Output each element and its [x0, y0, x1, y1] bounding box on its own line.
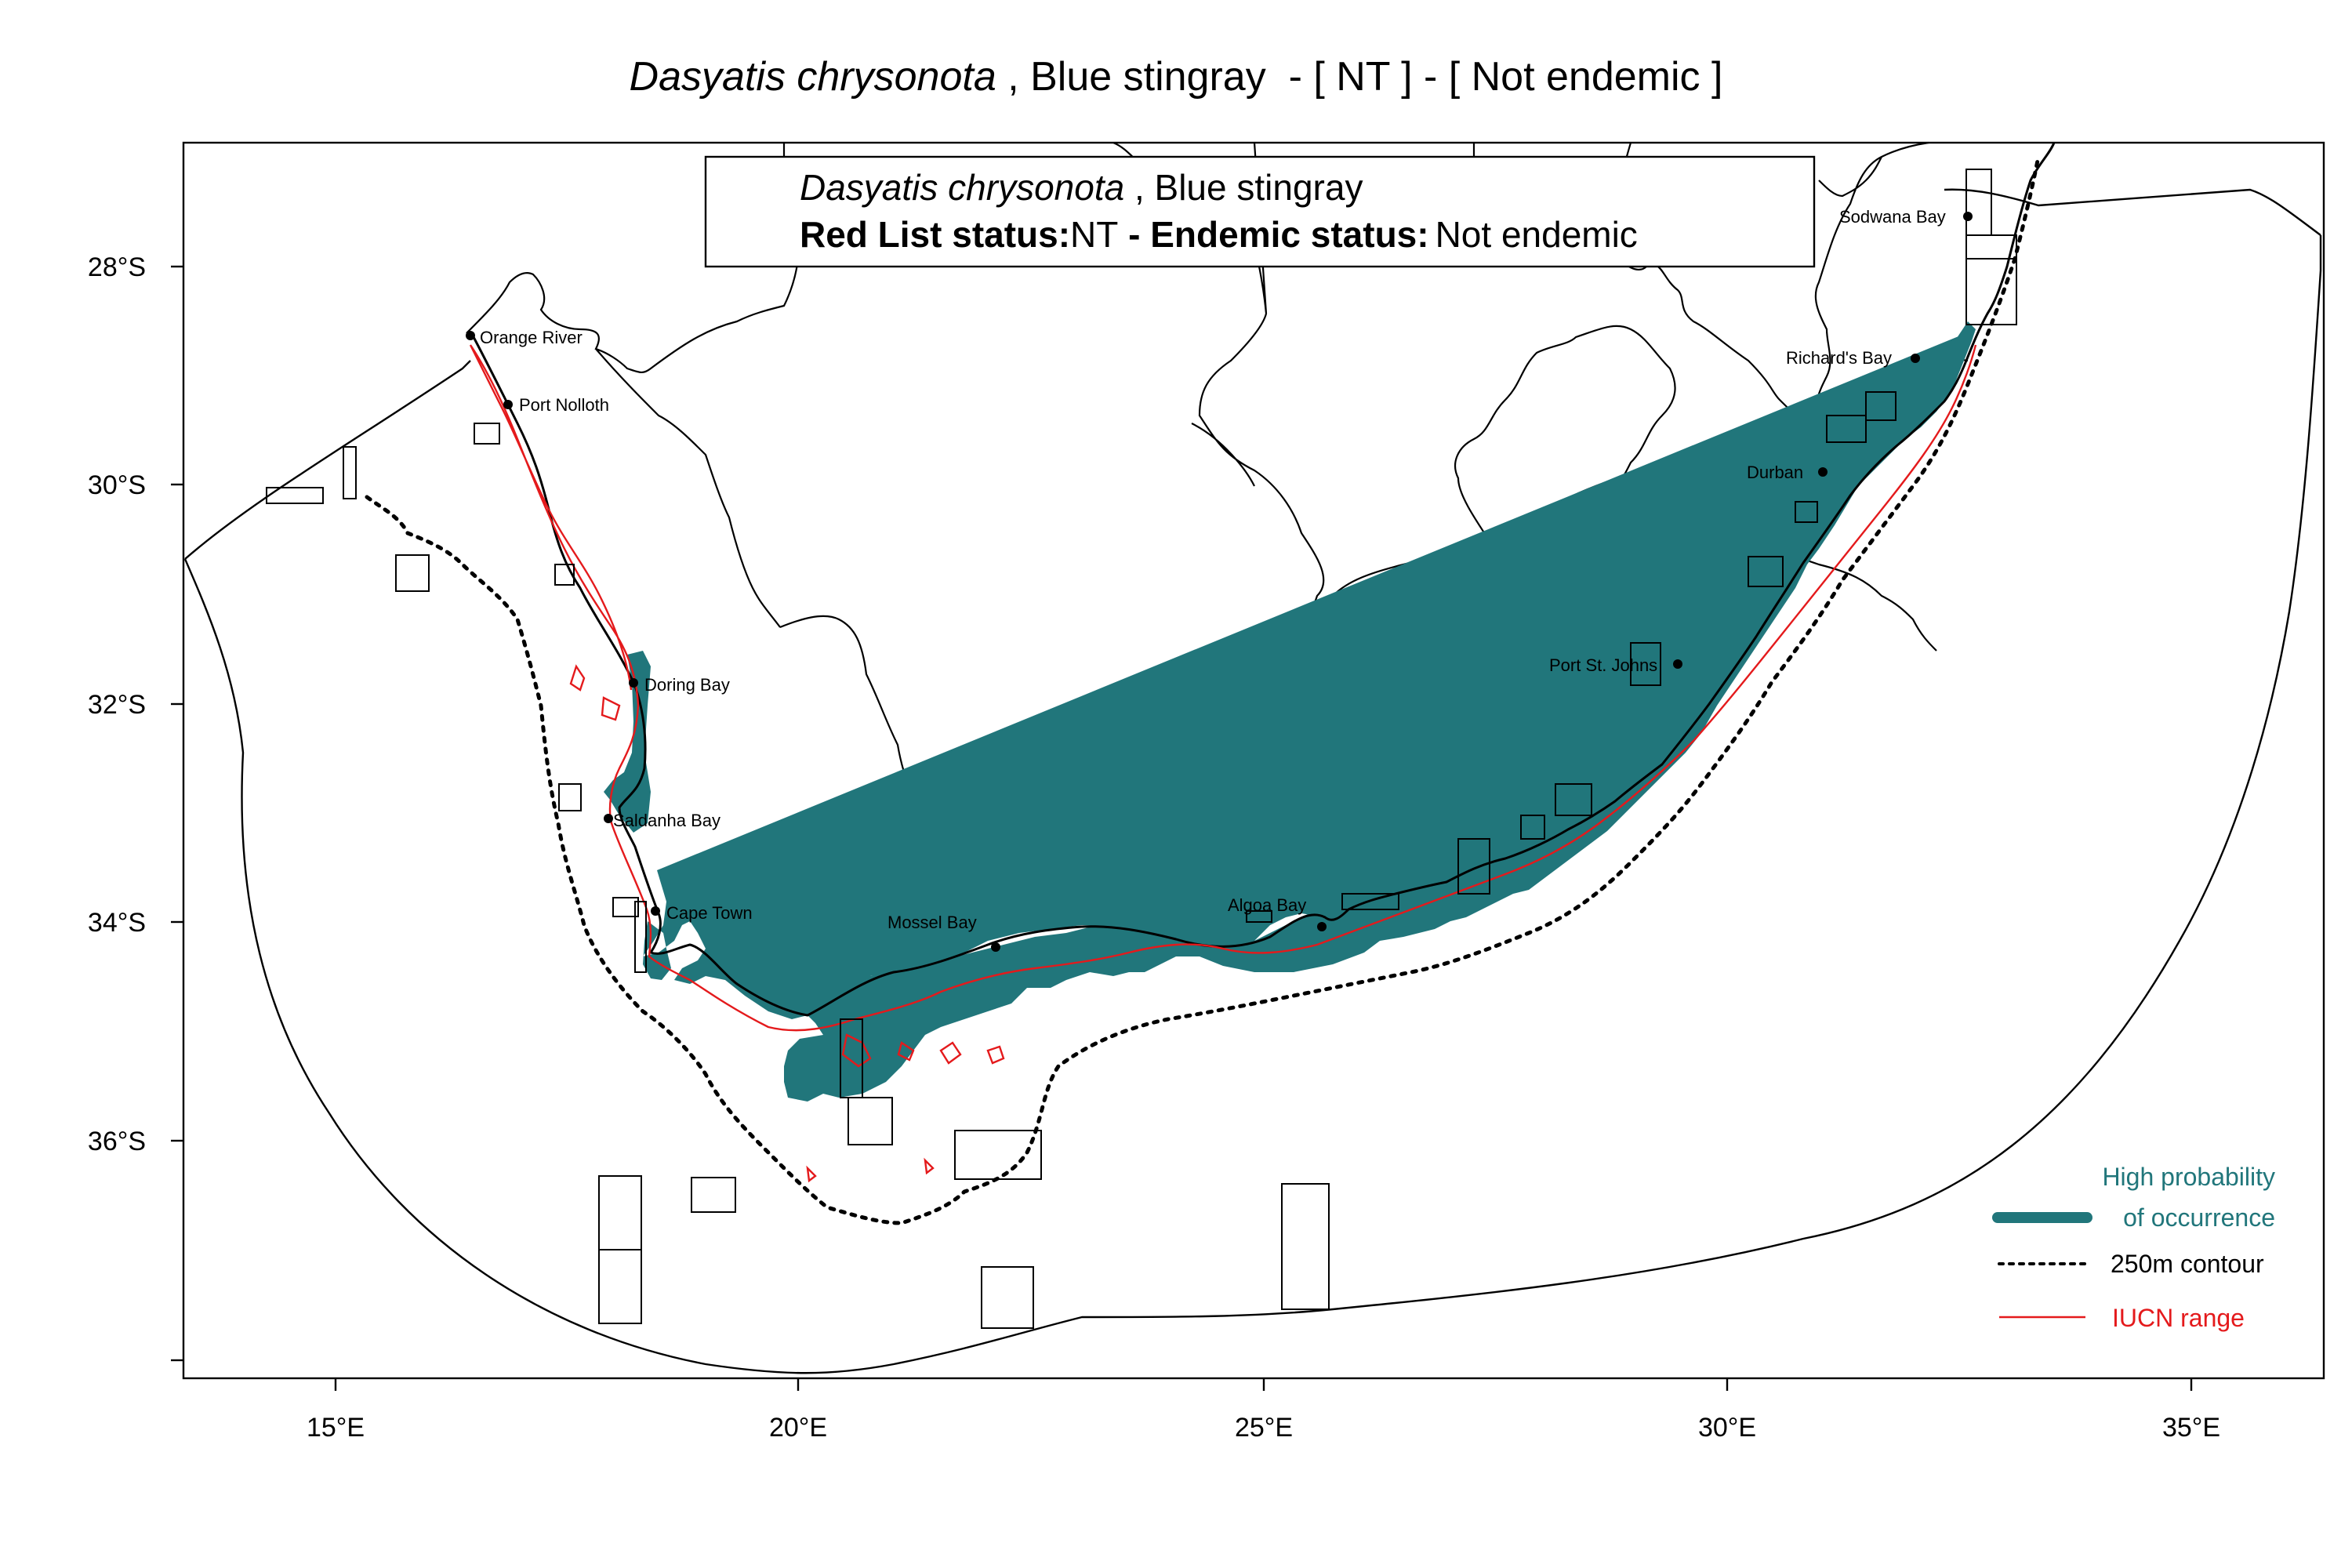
mpa-box — [598, 1249, 642, 1324]
mpa-box — [954, 1130, 1042, 1180]
mpa-box — [1341, 893, 1399, 910]
y-tick-label: 28°S — [88, 252, 146, 282]
mpa-box — [598, 1175, 642, 1250]
legend-occurrence-line2: of occurrence — [2123, 1203, 2275, 1232]
mpa-boxes — [266, 169, 2017, 1329]
mpa-box — [343, 446, 357, 499]
mpa-box — [691, 1177, 736, 1213]
place-label-sodwana-bay: Sodwana Bay — [1839, 207, 1946, 227]
mpa-box — [395, 554, 430, 592]
mpa-box — [554, 564, 575, 586]
info-box: Dasyatis chrysonota , Blue stingray Red … — [704, 155, 1816, 268]
mpa-box — [1795, 501, 1818, 523]
info-box-species: Dasyatis chrysonota — [800, 167, 1124, 208]
y-tick-label: 30°S — [88, 470, 146, 500]
info-box-redlist-label: Red List status: — [800, 214, 1070, 255]
place-marker — [1317, 922, 1327, 931]
legend-contour-label: 250m contour — [2111, 1250, 2264, 1278]
place-labels: Orange River Port Nolloth Doring Bay Sal… — [480, 207, 1946, 932]
mpa-box — [1281, 1183, 1330, 1310]
y-axis: 28°S 30°S 32°S 34°S 36°S — [88, 252, 183, 1362]
mpa-box — [1246, 910, 1272, 923]
place-label-doring-bay: Doring Bay — [644, 675, 730, 695]
place-marker — [466, 331, 475, 340]
info-box-status-line: Red List status:NT - Endemic status: Not … — [800, 214, 1638, 255]
place-label-orange-river: Orange River — [480, 328, 583, 347]
title-rest: , Blue stingray - [ NT ] - [ Not endemic… — [996, 54, 1723, 100]
info-box-common-name: , Blue stingray — [1124, 167, 1363, 208]
place-label-saldanha-bay: Saldanha Bay — [613, 811, 720, 830]
title-species: Dasyatis chrysonota — [630, 54, 996, 100]
info-box-frame — [704, 155, 1816, 268]
info-box-endemic-value: Not endemic — [1436, 214, 1638, 255]
mpa-box — [634, 901, 647, 973]
map-layers: Orange River Port Nolloth Doring Bay Sal… — [183, 141, 2322, 1374]
place-marker — [1818, 467, 1828, 477]
x-tick-label: 35°E — [2162, 1413, 2220, 1443]
iucn-range — [469, 344, 1977, 1032]
place-marker — [991, 942, 1000, 952]
mpa-box — [1865, 391, 1896, 421]
mpa-box — [558, 783, 582, 811]
mpa-box — [1965, 169, 1992, 236]
mpa-box — [474, 423, 500, 445]
x-tick-label: 20°E — [769, 1413, 827, 1443]
place-label-richards-bay: Richard's Bay — [1786, 348, 1892, 368]
mpa-box — [266, 487, 324, 504]
place-marker — [651, 906, 660, 916]
mpa-box — [612, 897, 639, 917]
place-label-cape-town: Cape Town — [666, 903, 753, 923]
info-box-endemic-label: - Endemic status: — [1118, 214, 1428, 255]
figure-title: Dasyatis chrysonota , Blue stingray - [ … — [630, 54, 1723, 100]
place-label-mossel-bay: Mossel Bay — [887, 913, 977, 932]
place-marker — [604, 814, 613, 823]
legend-iucn-label: IUCN range — [2112, 1304, 2245, 1332]
place-marker — [629, 678, 638, 688]
x-tick-label: 15°E — [307, 1413, 365, 1443]
mpa-box — [1965, 258, 2017, 325]
mpa-box — [1555, 783, 1592, 816]
legend-occurrence-line1: High probability — [2102, 1163, 2275, 1191]
x-tick-label: 25°E — [1235, 1413, 1293, 1443]
y-tick-label: 34°S — [88, 908, 146, 938]
legend: High probability of occurrence 250m cont… — [1992, 1163, 2275, 1332]
x-tick-label: 30°E — [1698, 1413, 1756, 1443]
plot-frame — [182, 141, 2325, 1380]
place-label-durban: Durban — [1747, 463, 1803, 482]
mpa-box — [981, 1266, 1034, 1329]
occurrence-area — [604, 321, 1976, 1102]
mpa-box — [848, 1097, 893, 1145]
coastline — [471, 142, 2056, 1017]
place-marker — [1673, 659, 1682, 669]
y-tick-label: 36°S — [88, 1127, 146, 1156]
x-axis: 15°E 20°E 25°E 30°E 35°E — [307, 1378, 2220, 1443]
place-marker — [1963, 212, 1973, 221]
iucn-patches — [569, 664, 1005, 1183]
place-label-algoa-bay: Algoa Bay — [1228, 895, 1306, 915]
mpa-box — [1826, 415, 1867, 443]
mpa-box — [1630, 642, 1661, 686]
mpa-box — [1457, 838, 1490, 895]
place-marker — [1911, 354, 1920, 363]
mpa-box — [1520, 815, 1545, 840]
place-label-port-nolloth: Port Nolloth — [519, 395, 609, 415]
mpa-box — [1748, 556, 1784, 587]
info-box-redlist-value: NT — [1070, 214, 1118, 255]
place-label-port-st-johns: Port St. Johns — [1549, 655, 1657, 675]
place-markers — [466, 212, 1973, 952]
place-marker — [503, 400, 513, 409]
y-tick-label: 32°S — [88, 690, 146, 720]
contour-250m — [365, 154, 2041, 1225]
eez-boundary — [183, 188, 2322, 1374]
info-box-species-line: Dasyatis chrysonota , Blue stingray — [800, 167, 1363, 208]
